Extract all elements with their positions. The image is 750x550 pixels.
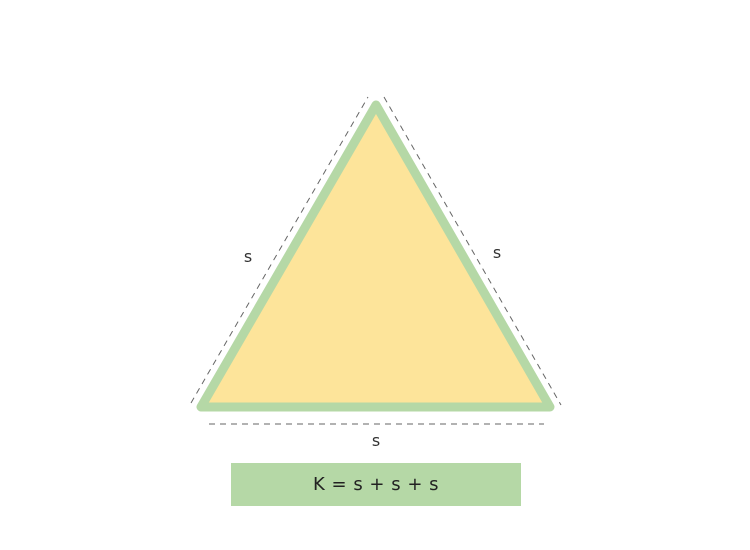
right-side-label: s (493, 243, 501, 262)
left-dashed-guide (190, 96, 369, 404)
bottom-side-label: s (372, 431, 380, 450)
formula-box-background (231, 463, 521, 506)
equilateral-triangle (196, 100, 555, 412)
perimeter-formula: K = s + s + s (312, 474, 439, 495)
right-dashed-guide (383, 96, 562, 406)
left-side-label: s (244, 247, 252, 266)
